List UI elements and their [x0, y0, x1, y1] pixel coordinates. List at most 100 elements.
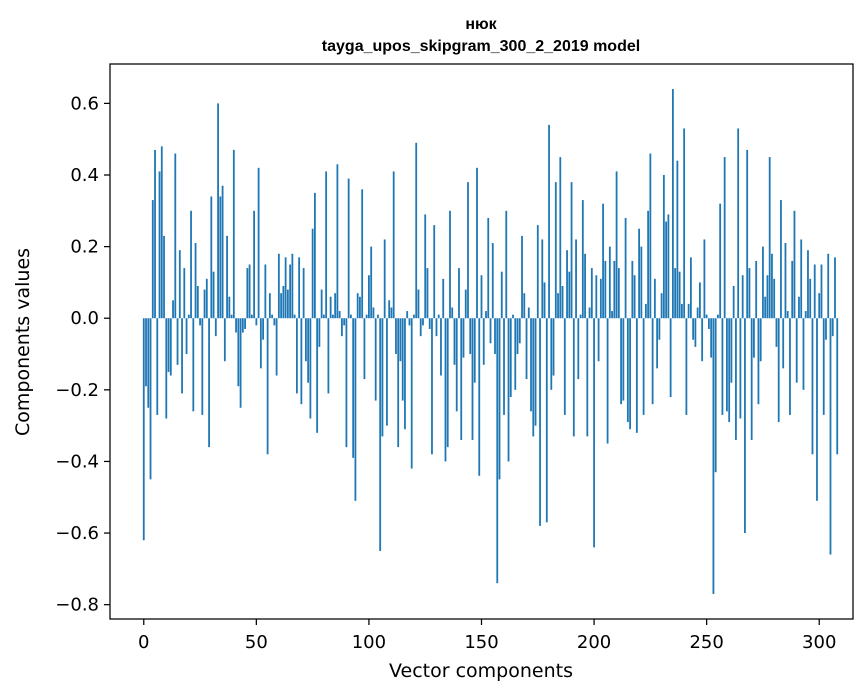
bar-175	[536, 225, 539, 319]
bar-305	[829, 318, 832, 555]
bar-179	[545, 318, 548, 523]
bar-36	[223, 318, 226, 362]
bar-207	[608, 246, 611, 319]
bar-229	[658, 318, 661, 340]
bar-178	[543, 282, 546, 319]
bar-217	[631, 260, 634, 319]
bar-46	[246, 268, 249, 319]
bar-243	[689, 257, 692, 319]
bar-149	[478, 318, 481, 476]
bar-72	[304, 318, 307, 362]
bar-301	[820, 264, 823, 319]
bar-47	[248, 264, 251, 319]
bar-241	[685, 318, 688, 415]
bar-21	[190, 210, 192, 319]
bar-263	[735, 318, 737, 440]
bar-117	[406, 311, 409, 319]
bar-105	[379, 318, 382, 551]
bar-4	[151, 200, 154, 319]
bar-152	[485, 311, 487, 319]
bar-76	[313, 192, 316, 319]
bar-70	[300, 318, 303, 405]
bar-18	[183, 268, 186, 319]
y-tick-label: 0.4	[70, 165, 99, 186]
bar-267	[744, 318, 746, 534]
bar-91	[347, 178, 350, 319]
bar-231	[662, 175, 665, 319]
bar-242	[687, 303, 690, 319]
bar-133	[442, 278, 445, 319]
bar-300	[818, 293, 821, 319]
bar-266	[741, 275, 744, 319]
bar-71	[302, 268, 305, 319]
bar-132	[440, 318, 442, 376]
bar-250	[705, 314, 708, 319]
bar-85	[334, 293, 337, 319]
bar-26	[201, 318, 204, 415]
x-axis-ticks: 0 50 100 150 200 250 300	[138, 619, 836, 653]
bar-29	[208, 318, 210, 448]
bar-230	[660, 293, 663, 319]
bar-22	[192, 318, 195, 412]
bar-214	[624, 217, 627, 319]
bar-245	[694, 318, 697, 347]
bar-286	[786, 311, 789, 319]
bar-299	[816, 318, 818, 501]
bar-167	[518, 318, 521, 344]
bar-218	[633, 275, 636, 319]
bar-78	[318, 318, 321, 347]
x-tick-label: 100	[352, 632, 386, 653]
bar-150	[480, 275, 483, 319]
bar-224	[647, 210, 650, 319]
bar-116	[404, 318, 406, 430]
bar-308	[836, 318, 839, 455]
bar-185	[559, 157, 562, 319]
bar-295	[807, 250, 809, 319]
bar-160	[503, 318, 505, 415]
bar-16	[178, 250, 181, 319]
bar-79	[320, 289, 323, 319]
bar-38	[228, 296, 231, 319]
bar-121	[415, 142, 418, 319]
x-tick-label: 0	[138, 632, 149, 653]
bar-50	[255, 318, 258, 326]
bar-298	[813, 264, 816, 319]
bar-209	[613, 260, 616, 319]
bar-200	[593, 318, 595, 548]
bar-208	[611, 311, 613, 319]
bar-261	[730, 318, 733, 383]
bar-292	[800, 239, 803, 319]
bar-15	[176, 318, 179, 365]
bar-171	[527, 307, 530, 319]
bar-193	[577, 318, 580, 380]
bar-173	[532, 318, 535, 437]
bar-145	[469, 318, 472, 355]
bar-86	[336, 164, 339, 319]
bar-7	[158, 171, 161, 319]
bar-66	[291, 253, 294, 319]
bar-14	[174, 153, 177, 319]
bar-125	[424, 214, 427, 319]
bar-187	[563, 318, 566, 415]
bar-272	[755, 260, 758, 319]
bar-55	[266, 318, 269, 455]
bar-99	[365, 314, 368, 319]
bar-181	[550, 318, 553, 390]
bar-146	[471, 318, 474, 440]
bar-147	[473, 318, 476, 383]
bar-25	[199, 318, 201, 326]
bar-302	[822, 318, 825, 415]
bar-10	[165, 318, 168, 419]
bar-170	[525, 318, 528, 380]
bar-233	[667, 214, 670, 319]
bar-159	[500, 271, 503, 319]
y-axis-title: Components values	[12, 248, 34, 436]
bar-307	[834, 257, 836, 319]
bar-228	[656, 318, 659, 369]
bar-119	[410, 318, 413, 469]
bar-239	[680, 303, 683, 319]
bar-138	[453, 318, 456, 365]
bar-33	[217, 103, 219, 319]
bar-196	[584, 253, 586, 319]
bar-223	[644, 303, 647, 319]
